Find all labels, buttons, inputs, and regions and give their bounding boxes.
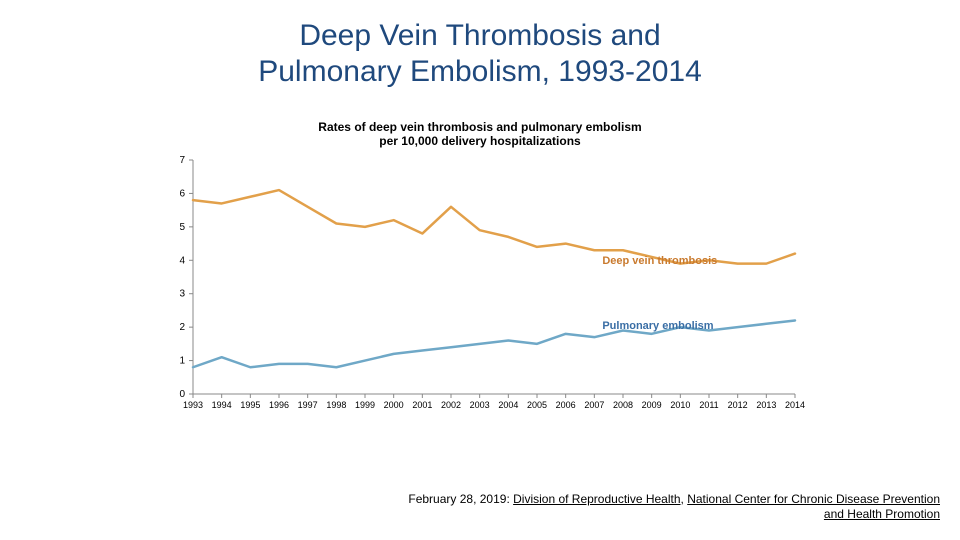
svg-text:1994: 1994 [212,400,232,410]
svg-text:2011: 2011 [699,400,718,410]
svg-text:2014: 2014 [785,400,805,410]
svg-text:2012: 2012 [728,400,748,410]
svg-text:1997: 1997 [298,400,318,410]
chart-title-line-2: per 10,000 delivery hospitalizations [155,134,805,148]
line-chart: 0 1 2 3 4 5 6 7 1993 1994 1995 1996 1997 1998 1999 2000… [155,152,805,422]
attribution-link-1[interactable]: Division of Reproductive Health [513,492,680,506]
svg-text:1999: 1999 [355,400,375,410]
svg-text:2008: 2008 [613,400,633,410]
attribution-date: February 28, 2019: [408,492,513,506]
attribution-link-2[interactable]: National Center for Chronic Disease Prev… [687,492,940,521]
svg-text:0: 0 [179,389,185,400]
svg-text:2000: 2000 [384,400,404,410]
svg-text:1993: 1993 [183,400,203,410]
page-title: Deep Vein Thrombosis and Pulmonary Embol… [0,18,960,90]
svg-text:2002: 2002 [441,400,461,410]
attribution-text: February 28, 2019: Division of Reproduct… [400,492,940,522]
svg-text:1995: 1995 [240,400,260,410]
chart-title-line-1: Rates of deep vein thrombosis and pulmon… [155,120,805,134]
svg-text:2010: 2010 [670,400,690,410]
svg-text:4: 4 [179,255,185,266]
svg-text:2003: 2003 [470,400,490,410]
series-label: Deep vein thrombosis [602,256,717,267]
svg-text:5: 5 [179,222,185,233]
svg-text:2007: 2007 [584,400,604,410]
svg-text:1998: 1998 [326,400,346,410]
svg-text:2006: 2006 [556,400,576,410]
svg-text:1: 1 [179,356,185,367]
svg-text:1996: 1996 [269,400,289,410]
series-label: Pulmonary embolism [602,321,713,332]
chart-title: Rates of deep vein thrombosis and pulmon… [155,120,805,148]
svg-text:2005: 2005 [527,400,547,410]
chart-container: Rates of deep vein thrombosis and pulmon… [155,120,805,440]
svg-text:2004: 2004 [498,400,518,410]
svg-text:6: 6 [179,188,185,199]
svg-text:2: 2 [179,322,185,333]
svg-text:2013: 2013 [756,400,776,410]
title-line-1: Deep Vein Thrombosis and [0,18,960,54]
svg-text:2009: 2009 [642,400,662,410]
title-line-2: Pulmonary Embolism, 1993-2014 [0,54,960,90]
svg-text:7: 7 [179,155,185,166]
svg-text:2001: 2001 [412,400,432,410]
svg-text:3: 3 [179,289,185,300]
